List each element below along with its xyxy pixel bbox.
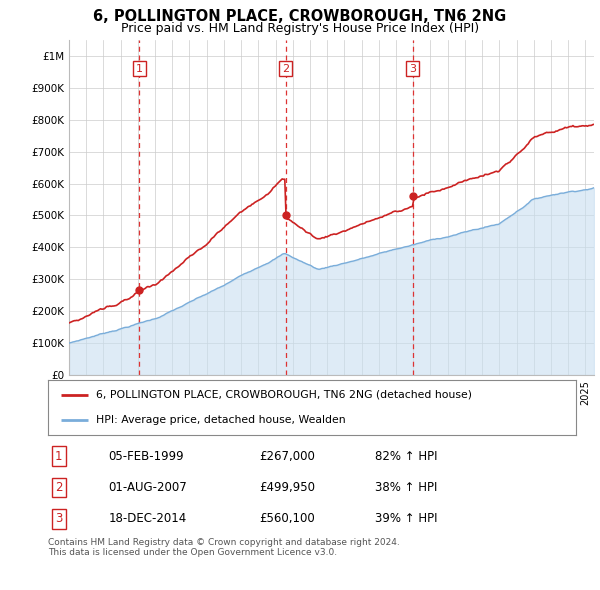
Text: £499,950: £499,950 xyxy=(259,481,315,494)
Text: 6, POLLINGTON PLACE, CROWBOROUGH, TN6 2NG: 6, POLLINGTON PLACE, CROWBOROUGH, TN6 2N… xyxy=(94,9,506,24)
Text: £560,100: £560,100 xyxy=(259,512,315,525)
Text: 2: 2 xyxy=(55,481,62,494)
Text: HPI: Average price, detached house, Wealden: HPI: Average price, detached house, Weal… xyxy=(95,415,345,425)
Text: 1: 1 xyxy=(136,64,143,74)
Text: 39% ↑ HPI: 39% ↑ HPI xyxy=(376,512,438,525)
Text: 38% ↑ HPI: 38% ↑ HPI xyxy=(376,481,438,494)
Text: 05-FEB-1999: 05-FEB-1999 xyxy=(109,450,184,463)
Text: 18-DEC-2014: 18-DEC-2014 xyxy=(109,512,187,525)
Text: £267,000: £267,000 xyxy=(259,450,315,463)
Text: 82% ↑ HPI: 82% ↑ HPI xyxy=(376,450,438,463)
Text: Contains HM Land Registry data © Crown copyright and database right 2024.
This d: Contains HM Land Registry data © Crown c… xyxy=(48,538,400,558)
Text: 01-AUG-2007: 01-AUG-2007 xyxy=(109,481,187,494)
Text: 3: 3 xyxy=(55,512,62,525)
Text: 2: 2 xyxy=(282,64,289,74)
Text: 1: 1 xyxy=(55,450,62,463)
Text: 3: 3 xyxy=(409,64,416,74)
Text: 6, POLLINGTON PLACE, CROWBOROUGH, TN6 2NG (detached house): 6, POLLINGTON PLACE, CROWBOROUGH, TN6 2N… xyxy=(95,390,472,400)
Text: Price paid vs. HM Land Registry's House Price Index (HPI): Price paid vs. HM Land Registry's House … xyxy=(121,22,479,35)
